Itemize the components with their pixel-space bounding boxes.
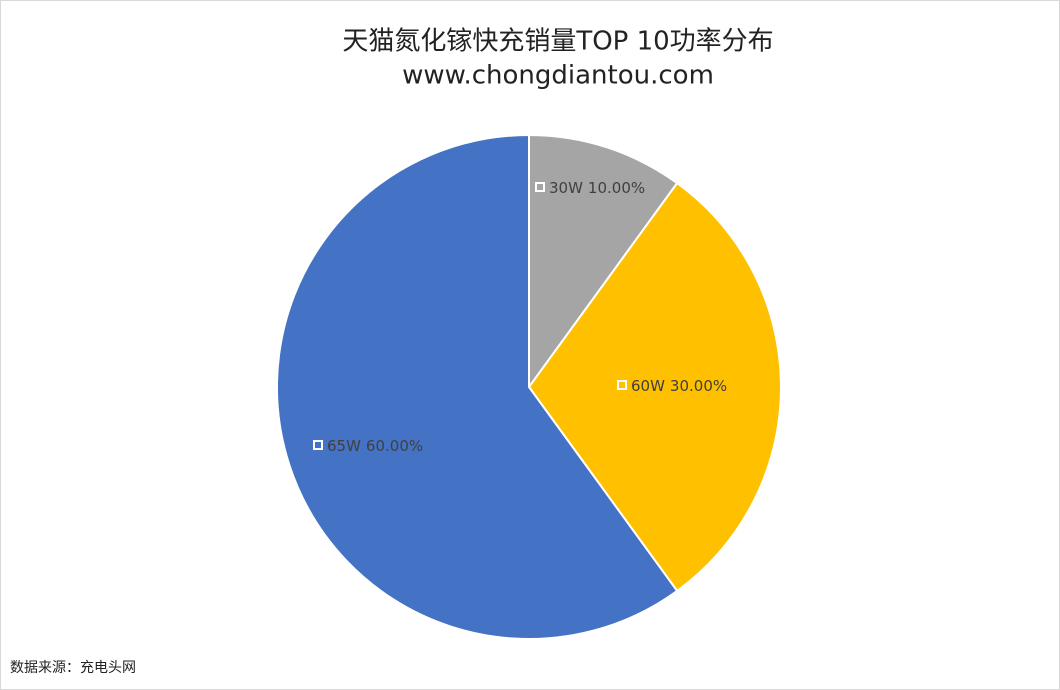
label-value: 10.00% bbox=[588, 179, 645, 197]
chart-title: 天猫氮化镓快充销量TOP 10功率分布 bbox=[342, 27, 773, 57]
label-value: 60.00% bbox=[366, 437, 423, 455]
source-note: 数据来源：充电头网 bbox=[10, 660, 136, 676]
label-category: 60W bbox=[631, 377, 665, 395]
label-category: 30W bbox=[549, 179, 583, 197]
chart-subtitle: www.chongdiantou.com bbox=[402, 61, 714, 91]
label-key bbox=[313, 440, 323, 450]
label-category: 65W bbox=[327, 437, 361, 455]
pie-slice bbox=[276, 133, 679, 640]
data-label: 60W 30.00% bbox=[631, 377, 727, 395]
pie-slice bbox=[527, 181, 782, 593]
label-key bbox=[617, 380, 627, 390]
label-key bbox=[535, 182, 545, 192]
label-value: 30.00% bbox=[670, 377, 727, 395]
data-labels: 30W 10.00% 60W 30.00% 65W 60.00% bbox=[313, 179, 727, 455]
pie bbox=[276, 133, 782, 640]
data-label: 30W 10.00% bbox=[549, 179, 645, 197]
pie-slice bbox=[528, 133, 679, 391]
data-label: 65W 60.00% bbox=[327, 437, 423, 455]
